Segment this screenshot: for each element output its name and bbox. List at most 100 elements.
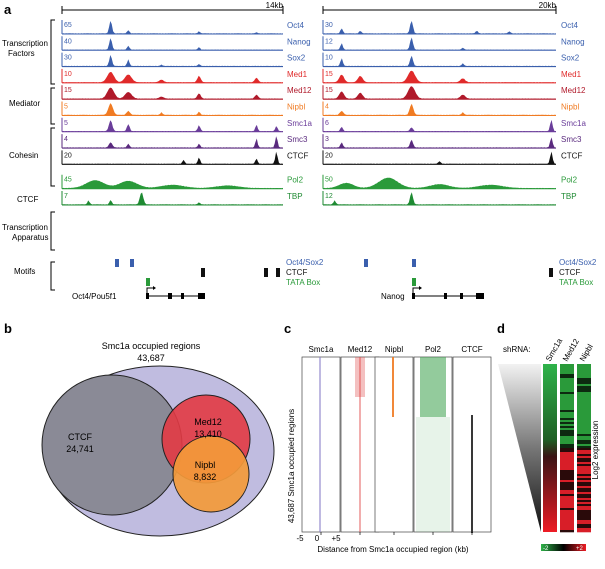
expr-col-med12 (560, 364, 574, 533)
group-label-tf-2: Factors (8, 49, 35, 58)
venn-med12-label: Med12 (194, 417, 222, 427)
track-label-smc1a: Smc1a (561, 119, 586, 128)
track-label-tbp: TBP (287, 192, 303, 201)
heatmap-ylabel: 43,687 Smc1a occupied regions (287, 409, 296, 523)
gene-label-right: Nanog (381, 292, 405, 301)
track-label-nanog: Nanog (561, 37, 585, 46)
expr-col-nipbl (577, 364, 591, 533)
motif-oct-sox-2 (130, 259, 134, 267)
heatmap-col-med12 (340, 356, 380, 533)
track-scale: 10 (325, 55, 333, 62)
track-label-tbp: TBP (561, 192, 577, 201)
track-scale: 20 (325, 152, 333, 159)
track-signal (62, 192, 283, 205)
motif-oct-sox-r2 (412, 259, 416, 267)
track-label-nipbl: Nipbl (561, 103, 579, 112)
track-label-sox2: Sox2 (561, 54, 580, 63)
shrna-label: shRNA: (503, 345, 531, 354)
motifs-left: Oct4/Sox2 CTCF TATA Box (115, 258, 324, 287)
track-scale: 30 (64, 55, 72, 62)
heatmap-col-label-med12: Med12 (348, 345, 373, 354)
gene-model-right: Nanog (381, 286, 484, 301)
scale-bar-right: 20kb (322, 1, 557, 14)
venn-med12-value: 13,410 (194, 429, 222, 439)
track-signal (323, 119, 556, 132)
track-label-nanog: Nanog (287, 37, 311, 46)
track-scale: 6 (325, 120, 329, 127)
heatmap-tick-minus5: -5 (296, 534, 304, 543)
track-signal (62, 55, 283, 67)
panel-d-label: d (497, 321, 505, 336)
panel-c-label: c (284, 321, 291, 336)
track-scale: 50 (325, 177, 333, 184)
track-label-med1: Med1 (561, 70, 582, 79)
venn-ctcf-label: CTCF (68, 432, 92, 442)
heatmap-col-label-pol2: Pol2 (425, 345, 442, 354)
track-label-pol2: Pol2 (287, 176, 304, 185)
track-signal (323, 70, 556, 83)
motif-label-oct-sox-left: Oct4/Sox2 (286, 258, 324, 267)
group-label-motifs: Motifs (14, 267, 35, 276)
track-scale: 5 (64, 120, 68, 127)
track-label-smc3: Smc3 (561, 135, 582, 144)
motif-oct-sox-r1 (364, 259, 368, 267)
panel-a-label: a (4, 2, 12, 17)
motif-tata (146, 278, 150, 286)
expr-ylabel: Log2 expression (591, 421, 600, 480)
track-label-nipbl: Nipbl (287, 103, 305, 112)
heatmap-tick-plus5: +5 (331, 534, 341, 543)
venn-nipbl-circle (172, 435, 250, 513)
track-label-pol2: Pol2 (561, 176, 578, 185)
motifs-right: Oct4/Sox2 CTCF TATA Box (364, 258, 597, 287)
track-scale: 5 (64, 104, 68, 111)
legend-max: +2 (576, 546, 584, 552)
motif-ctcf-2 (264, 268, 268, 277)
motif-ctcf-r1 (549, 268, 553, 277)
track-signal (323, 137, 556, 149)
track-signal (62, 136, 283, 149)
venn-title-2: 43,687 (137, 353, 165, 363)
gene-model-left: Oct4/Pou5f1 (72, 286, 205, 301)
track-label-med12: Med12 (561, 86, 586, 95)
group-brackets (50, 19, 55, 291)
venn-nipbl-label: Nipbl (195, 460, 216, 470)
track-scale: 15 (64, 87, 72, 94)
scale-left-label: 14kb (266, 1, 284, 10)
venn-title-1: Smc1a occupied regions (102, 341, 201, 351)
track-signal (323, 37, 556, 51)
group-label-cohesin: Cohesin (9, 151, 38, 160)
track-scale: 40 (64, 38, 72, 45)
motif-ctcf-3 (276, 268, 280, 277)
venn-ctcf-value: 24,741 (66, 444, 94, 454)
tracks-left-locus: 65 Oct4 40 Nanog 30 Sox2 10 Med1 15 Med12 5 Nipbl 5 S… (61, 20, 312, 206)
heatmap-tick-0: 0 (315, 534, 320, 543)
tracks-right-locus: 30 Oct4 12 Nanog 10 Sox2 15 Med1 15 Med12 4 Nipbl 6 S… (322, 20, 586, 206)
track-signal (323, 192, 556, 205)
motif-label-oct-sox-right: Oct4/Sox2 (559, 258, 597, 267)
group-label-mediator: Mediator (9, 99, 40, 108)
venn-nipbl-value: 8,832 (194, 472, 217, 482)
heatmap-col-label-nipbl: Nipbl (385, 345, 403, 354)
expr-col-label-nipbl: Nipbl (578, 343, 595, 363)
track-label-oct4: Oct4 (287, 21, 304, 30)
track-signal (323, 151, 556, 165)
group-label-ta-2: Apparatus (12, 233, 48, 242)
track-signal (62, 21, 283, 34)
track-scale: 4 (64, 136, 68, 143)
track-scale: 10 (64, 71, 72, 78)
track-label-ctcf: CTCF (561, 151, 582, 160)
track-scale: 20 (64, 152, 72, 159)
track-label-sox2: Sox2 (287, 54, 306, 63)
group-label-ta-1: Transcription (2, 223, 48, 232)
motif-label-ctcf-left: CTCF (286, 268, 307, 277)
track-scale: 15 (325, 71, 333, 78)
track-scale: 15 (325, 87, 333, 94)
track-signal (62, 72, 283, 83)
motif-label-ctcf-right: CTCF (559, 268, 580, 277)
expr-col-smc1a (543, 364, 557, 532)
gene-label-left: Oct4/Pou5f1 (72, 292, 117, 301)
track-scale: 12 (325, 193, 333, 200)
scale-bar-left: 14kb (61, 1, 284, 14)
motif-label-tata-left: TATA Box (286, 278, 320, 287)
